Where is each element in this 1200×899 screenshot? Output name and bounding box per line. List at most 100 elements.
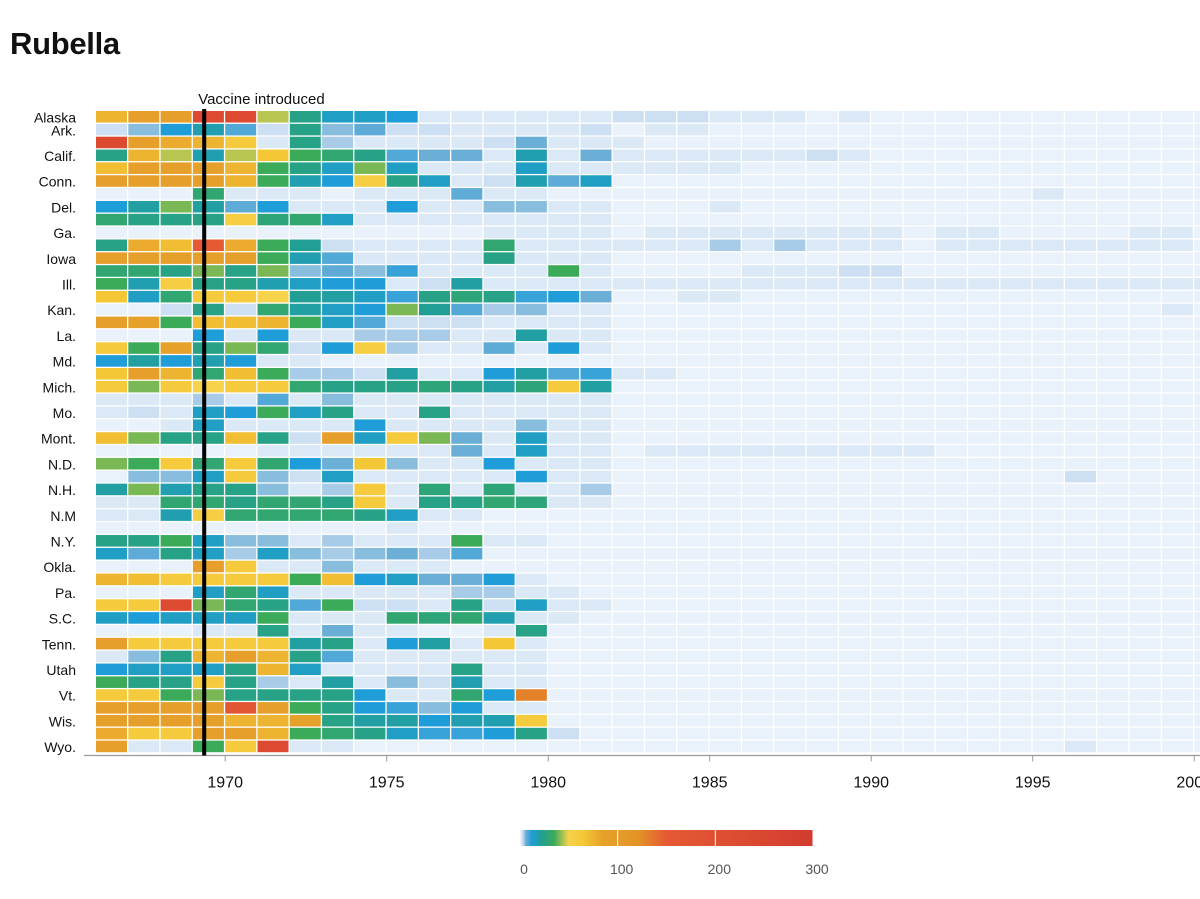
legend-tick-label: 0 xyxy=(520,861,528,877)
heatmap-cell xyxy=(483,676,515,688)
heatmap-cell xyxy=(322,175,354,187)
heatmap-cell xyxy=(774,162,806,174)
heatmap-cell xyxy=(1161,445,1193,457)
heatmap-cell xyxy=(548,740,580,753)
heatmap-cell xyxy=(1000,702,1032,714)
heatmap-cell xyxy=(903,316,935,329)
heatmap-cell xyxy=(677,252,709,264)
heatmap-cell xyxy=(709,316,741,329)
heatmap-cell xyxy=(515,535,547,547)
heatmap-cell xyxy=(128,149,160,162)
heatmap-cell xyxy=(322,419,354,431)
heatmap-cell xyxy=(322,714,354,727)
heatmap-cell xyxy=(806,111,838,123)
heatmap-cell xyxy=(1161,637,1193,650)
heatmap-cell xyxy=(128,278,160,290)
heatmap-cell xyxy=(225,393,257,406)
heatmap-cell xyxy=(903,727,935,740)
heatmap-cell xyxy=(419,457,450,470)
heatmap-cell xyxy=(1194,162,1200,174)
heatmap-cell xyxy=(419,689,450,701)
heatmap-cell xyxy=(451,278,483,290)
heatmap-cell xyxy=(515,213,547,226)
heatmap-cell xyxy=(257,188,289,200)
heatmap-cell xyxy=(742,175,773,187)
heatmap-cell xyxy=(677,483,709,496)
heatmap-cell xyxy=(257,663,289,676)
heatmap-cell xyxy=(580,355,612,367)
heatmap-cell xyxy=(838,355,870,367)
heatmap-cell xyxy=(1129,650,1161,663)
heatmap-cell xyxy=(580,226,612,239)
heatmap-cell xyxy=(192,714,224,727)
heatmap-cell xyxy=(419,612,450,624)
state-label: Utah xyxy=(46,662,76,678)
heatmap-cell xyxy=(548,586,580,598)
heatmap-cell xyxy=(774,432,806,444)
heatmap-cell xyxy=(160,406,192,419)
heatmap-cell xyxy=(580,612,612,624)
heatmap-cell xyxy=(257,226,289,239)
heatmap-cell xyxy=(935,419,967,431)
heatmap-cell xyxy=(96,727,127,740)
heatmap-cell xyxy=(645,637,677,650)
heatmap-cell xyxy=(96,355,127,367)
heatmap-cell xyxy=(1032,625,1064,637)
heatmap-cell xyxy=(451,599,483,611)
heatmap-cell xyxy=(968,625,1000,637)
heatmap-cell xyxy=(257,637,289,650)
heatmap-cell xyxy=(1129,149,1161,162)
heatmap-cell xyxy=(386,676,418,688)
heatmap-cell xyxy=(225,239,257,252)
heatmap-cell xyxy=(192,560,224,573)
heatmap-cell xyxy=(612,522,644,534)
heatmap-cell xyxy=(645,368,677,380)
heatmap-cell xyxy=(709,123,741,136)
heatmap-cell xyxy=(451,123,483,136)
heatmap-cell xyxy=(580,239,612,252)
heatmap-cell xyxy=(806,535,838,547)
heatmap-cell xyxy=(257,252,289,264)
heatmap-cell xyxy=(1129,457,1161,470)
heatmap-cell xyxy=(419,419,450,431)
heatmap-cell xyxy=(612,432,644,444)
heatmap-cell xyxy=(645,200,677,213)
heatmap-cell xyxy=(160,200,192,213)
heatmap-cell xyxy=(96,419,127,431)
heatmap-cell xyxy=(580,278,612,290)
heatmap-cell xyxy=(806,727,838,740)
heatmap-cell xyxy=(451,714,483,727)
heatmap-cell xyxy=(774,188,806,200)
heatmap-cell xyxy=(128,368,160,380)
heatmap-cell xyxy=(451,290,483,303)
heatmap-cell xyxy=(322,612,354,624)
heatmap-cell xyxy=(838,316,870,329)
heatmap-cell xyxy=(322,650,354,663)
heatmap-cell xyxy=(322,702,354,714)
heatmap-cell xyxy=(1161,111,1193,123)
heatmap-cell xyxy=(1000,175,1032,187)
heatmap-cell xyxy=(192,265,224,277)
heatmap-cell xyxy=(580,522,612,534)
heatmap-cell xyxy=(935,393,967,406)
heatmap-cell xyxy=(225,342,257,354)
heatmap-cell xyxy=(935,702,967,714)
heatmap-cell xyxy=(483,226,515,239)
heatmap-cell xyxy=(645,509,677,521)
heatmap-cell xyxy=(192,252,224,264)
heatmap-cell xyxy=(322,496,354,509)
heatmap-cell xyxy=(225,419,257,431)
heatmap-cell xyxy=(742,368,773,380)
heatmap-cell xyxy=(1161,509,1193,521)
heatmap-cell xyxy=(451,625,483,637)
heatmap-cell xyxy=(419,111,450,123)
heatmap-cell xyxy=(1129,111,1161,123)
heatmap-cell xyxy=(1065,239,1096,252)
heatmap-cell xyxy=(1097,368,1129,380)
heatmap-cell xyxy=(742,727,773,740)
heatmap-cell xyxy=(289,727,321,740)
heatmap-cell xyxy=(257,676,289,688)
heatmap-cell xyxy=(838,573,870,586)
heatmap-cell xyxy=(580,637,612,650)
heatmap-cell xyxy=(192,136,224,149)
